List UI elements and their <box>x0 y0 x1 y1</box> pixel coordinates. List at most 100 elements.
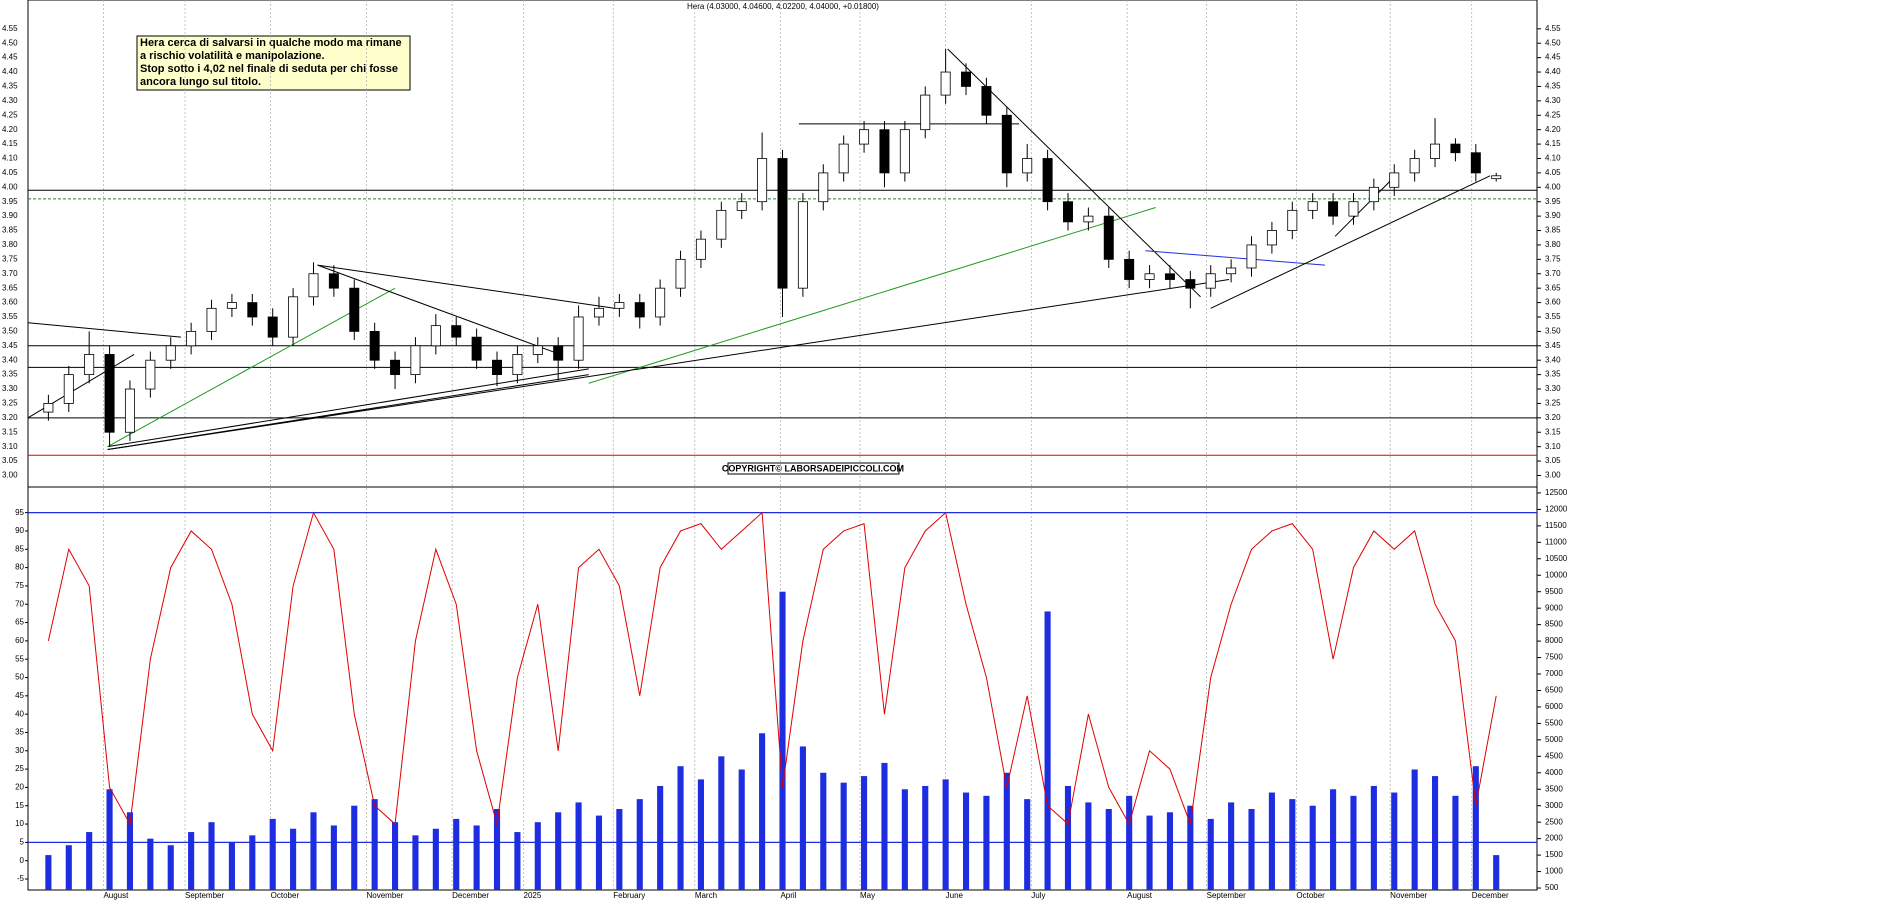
y-tick-label: 40 <box>15 709 24 718</box>
y-tick-label: 3.30 <box>1545 384 1561 393</box>
volume-bar <box>1166 812 1174 890</box>
trendline <box>107 368 589 448</box>
y2-tick-label: 6500 <box>1545 686 1563 695</box>
volume-bar <box>1105 809 1112 890</box>
candle-body <box>1185 279 1196 289</box>
candle-body <box>940 71 951 96</box>
y-tick-label: -5 <box>17 874 25 883</box>
x-tick-label: February <box>613 891 645 900</box>
y2-tick-label: 7000 <box>1545 669 1563 678</box>
copyright: COPYRIGHT© LABORSADEIPICCOLI.COM <box>722 463 904 473</box>
candle-body <box>736 201 747 211</box>
annotation-line: a rischio volatilità e manipolazione. <box>140 50 325 62</box>
volume-bar <box>1187 805 1194 890</box>
y-tick-label: 4.20 <box>2 125 18 134</box>
volume-bar <box>636 799 643 890</box>
y2-tick-label: 12000 <box>1545 504 1568 513</box>
volume-bar <box>106 789 113 890</box>
y2-tick-label: 500 <box>1545 883 1559 892</box>
y-tick-label: 65 <box>15 618 24 627</box>
y-tick-label: 3.75 <box>2 254 18 263</box>
volume-bar <box>534 822 541 890</box>
volume-bar <box>351 805 358 890</box>
candle-body <box>1389 172 1400 188</box>
volume-bar <box>1146 815 1153 890</box>
y-tick-label: 3.95 <box>1545 197 1561 206</box>
candle-body <box>634 302 645 318</box>
y-tick-label: 30 <box>15 746 24 755</box>
candle-body <box>451 325 462 338</box>
y-tick-label: 3.75 <box>1545 254 1561 263</box>
x-tick-label: December <box>1472 891 1509 900</box>
trendline <box>1334 172 1399 237</box>
candle-body <box>573 316 584 361</box>
candle-body <box>1246 244 1257 269</box>
volume-bar <box>432 828 439 890</box>
trendline <box>588 207 1156 384</box>
candle-body <box>186 330 197 347</box>
volume-bar <box>901 789 908 890</box>
candle-body <box>1266 230 1277 246</box>
y2-tick-label: 9500 <box>1545 587 1563 596</box>
volume-bar <box>269 818 276 890</box>
volume-bar <box>881 762 888 890</box>
y-tick-label: 3.65 <box>1545 283 1561 292</box>
trendline <box>317 264 561 355</box>
y-tick-label: 4.40 <box>2 67 18 76</box>
volume-bar <box>126 812 134 890</box>
volume-bar <box>310 812 317 890</box>
y2-tick-label: 1500 <box>1545 850 1563 859</box>
y-tick-label: 75 <box>15 581 24 590</box>
volume-bar <box>249 835 256 890</box>
y-tick-label: 4.15 <box>1545 139 1561 148</box>
volume-bar <box>962 792 970 890</box>
volume-bar <box>493 809 501 890</box>
volume-bar <box>922 785 929 890</box>
y2-tick-label: 8500 <box>1545 620 1563 629</box>
volume-bar <box>188 832 195 890</box>
candle-body <box>1226 267 1237 275</box>
volume-bar <box>1431 776 1439 890</box>
x-tick-label: October <box>1296 891 1325 900</box>
volume-bar <box>514 832 521 890</box>
volume-bar <box>1493 855 1500 890</box>
y-tick-label: 3.15 <box>1545 427 1561 436</box>
y-tick-label: 4.55 <box>1545 24 1561 33</box>
y-tick-label: 4.15 <box>2 139 18 148</box>
candle-body <box>267 316 278 338</box>
volume-bar <box>1391 792 1398 890</box>
y-tick-label: 3.00 <box>2 471 18 480</box>
y-tick-label: 25 <box>15 764 24 773</box>
candle-body <box>1307 201 1318 211</box>
candle-body <box>879 129 890 174</box>
y-tick-label: 4.00 <box>2 182 18 191</box>
y2-tick-label: 11000 <box>1545 537 1567 546</box>
y2-tick-label: 8000 <box>1545 636 1563 645</box>
volume-bar <box>371 799 378 890</box>
x-tick-label: June <box>946 891 964 900</box>
volume-bar <box>759 733 766 890</box>
candle-body <box>410 345 421 376</box>
y-tick-label: 15 <box>15 801 24 810</box>
y-tick-label: 3.35 <box>2 370 18 379</box>
candle-body <box>695 238 706 260</box>
y2-tick-label: 7500 <box>1545 653 1563 662</box>
y-tick-label: 4.05 <box>2 168 18 177</box>
candle-body <box>1328 201 1339 217</box>
candle-body <box>206 307 217 332</box>
volume-bar <box>86 832 93 890</box>
y-tick-label: 10 <box>15 819 24 828</box>
candle-body <box>716 209 727 240</box>
chart-title: Hera (4.03000, 4.04600, 4.02200, 4.04000… <box>687 2 879 11</box>
y-tick-label: 3.10 <box>1545 442 1561 451</box>
y2-tick-label: 3500 <box>1545 784 1563 793</box>
candle-body <box>1205 273 1216 289</box>
candle-body <box>104 354 115 433</box>
volume-bar <box>1370 785 1377 890</box>
y-tick-label: 3.60 <box>2 298 18 307</box>
annotation-line: Hera cerca di salvarsi in qualche modo m… <box>140 37 402 49</box>
candle-body <box>247 302 258 318</box>
y-tick-label: 80 <box>15 563 24 572</box>
candle-body <box>1042 158 1053 203</box>
candle-body <box>1144 273 1155 280</box>
